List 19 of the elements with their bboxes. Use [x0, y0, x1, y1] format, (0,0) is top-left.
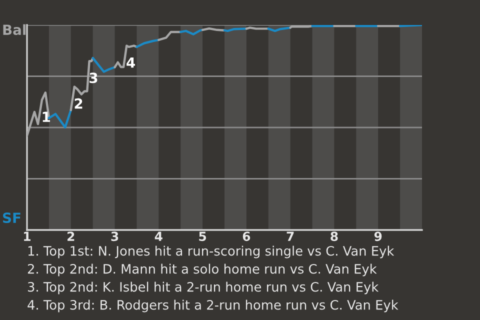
x-tick-label: 2 [68, 232, 74, 241]
annotation: 4 [126, 57, 135, 68]
annotation: 1 [42, 112, 50, 122]
text: 4. Top 3rd: B. Rodgers hit a 2-run home run vs C. Van Eyk [28, 300, 398, 312]
x-tick-label: 6 [242, 232, 250, 242]
annotation: 2 [74, 98, 82, 109]
text: SF [2, 212, 20, 224]
x-tick-label: 3 [111, 232, 118, 242]
x-tick-label: 4 [154, 232, 162, 241]
annotation: 3 [90, 72, 98, 84]
x-tick-label: 9 [374, 232, 382, 242]
x-tick-label: 1 [24, 232, 30, 241]
x-tick-label: 8 [330, 232, 338, 242]
text: 1. Top 1st: N. Jones hit a run-scoring single vs C. Van Eyk [28, 246, 394, 258]
x-tick-label: 7 [286, 232, 294, 241]
x-tick-label: 5 [199, 232, 206, 242]
text: Bal [3, 24, 26, 36]
text: 2. Top 2nd: D. Mann hit a solo home run vs C. Van Eyk [28, 264, 377, 276]
text: 3. Top 2nd: K. Isbel hit a 2-run home run vs C. Van Eyk [28, 282, 379, 294]
